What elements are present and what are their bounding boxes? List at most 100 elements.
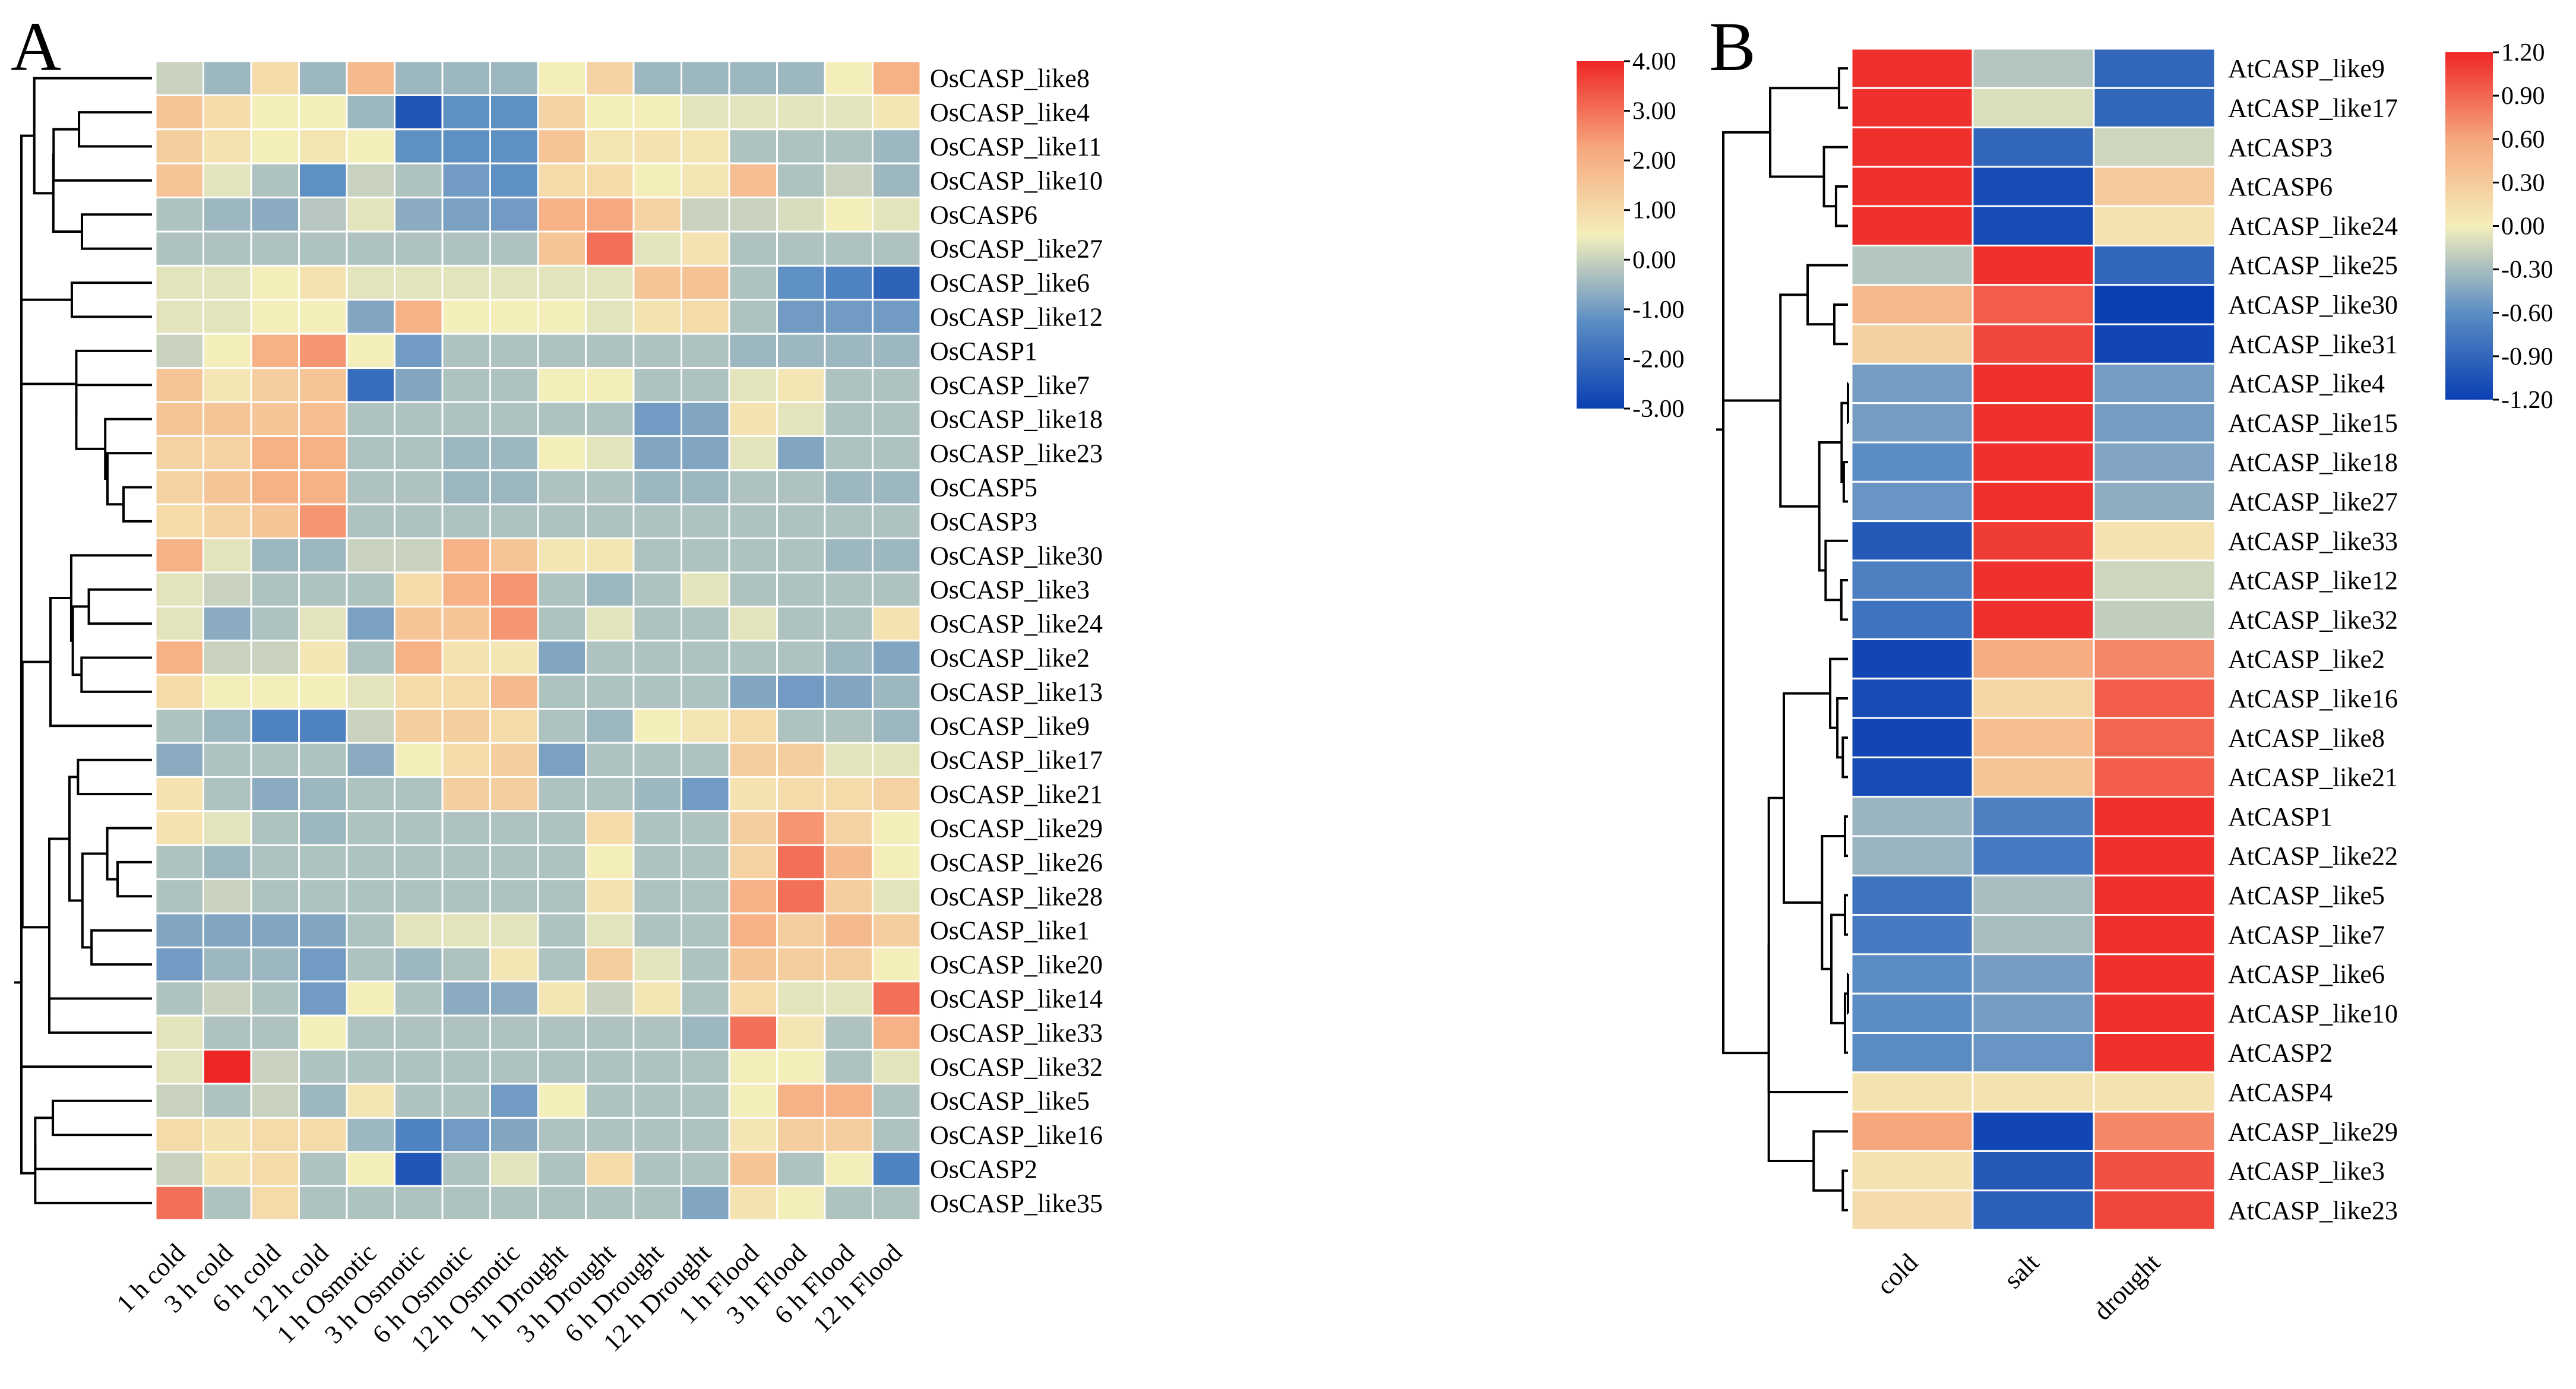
- heatmap-cell: [156, 129, 204, 163]
- heatmap-cell: [873, 641, 921, 675]
- row-label: OsCASP_like5: [930, 1087, 1090, 1116]
- heatmap-cell: [156, 334, 204, 368]
- heatmap-cell: [442, 777, 490, 811]
- heatmap-cell: [1973, 88, 2094, 127]
- heatmap-cell: [490, 811, 539, 845]
- heatmap-cell: [777, 1084, 825, 1118]
- heatmap-cell: [299, 368, 347, 402]
- heatmap-cell: [299, 913, 347, 947]
- dendrogram-branch: [1819, 442, 1842, 570]
- heatmap-cell: [204, 300, 252, 334]
- heatmap-cell: [2094, 757, 2215, 796]
- heatmap-cell: [825, 504, 873, 538]
- heatmap-cell: [347, 470, 395, 504]
- heatmap-cell: [873, 1015, 921, 1049]
- heatmap-cell: [586, 368, 634, 402]
- heatmap-cell: [347, 95, 395, 129]
- heatmap-cell: [682, 675, 730, 708]
- heatmap-cell: [634, 470, 682, 504]
- heatmap-cell: [634, 675, 682, 708]
- heatmap-cell: [634, 504, 682, 538]
- heatmap-cell: [490, 436, 539, 470]
- dendrogram-branch: [23, 662, 50, 928]
- dendrogram-branch: [1784, 694, 1830, 903]
- heatmap-cell: [1852, 1072, 1973, 1112]
- heatmap-cell: [299, 1084, 347, 1118]
- colorbar-tick-label: 0.00: [2501, 213, 2545, 241]
- heatmap-cell: [777, 95, 825, 129]
- heatmap-cell: [347, 879, 395, 913]
- dendrogram-branch: [1808, 265, 1848, 324]
- heatmap-cell: [538, 777, 586, 811]
- heatmap-cell: [156, 1186, 204, 1220]
- heatmap-cell: [1973, 561, 2094, 600]
- row-label: AtCASP_like22: [2228, 841, 2398, 871]
- heatmap-cell: [682, 95, 730, 129]
- heatmap-cell: [873, 504, 921, 538]
- heatmap-cell: [299, 811, 347, 845]
- heatmap-cell: [395, 232, 443, 265]
- heatmap-cell: [442, 95, 490, 129]
- heatmap-cell: [442, 982, 490, 1015]
- heatmap-cell: [729, 95, 777, 129]
- heatmap-cell: [729, 572, 777, 606]
- row-label: OsCASP_like29: [930, 814, 1103, 843]
- heatmap-cell: [873, 61, 921, 95]
- heatmap-cell: [2094, 521, 2215, 561]
- heatmap-cell: [490, 163, 539, 197]
- heatmap-cell: [682, 504, 730, 538]
- heatmap-cell: [586, 504, 634, 538]
- heatmap-cell: [1852, 403, 1973, 442]
- heatmap-cell: [2094, 561, 2215, 600]
- heatmap-cell: [1973, 1033, 2094, 1072]
- heatmap-cell: [538, 334, 586, 368]
- heatmap-cell: [395, 982, 443, 1015]
- heatmap-cell: [1973, 246, 2094, 285]
- colorbar: [1577, 61, 1624, 409]
- heatmap-cell: [825, 402, 873, 436]
- heatmap-cell: [586, 1186, 634, 1220]
- dendrogram-branch: [1834, 305, 1848, 344]
- dendrogram-branch: [1770, 88, 1839, 176]
- heatmap-cell: [1973, 1112, 2094, 1151]
- heatmap-cell: [825, 845, 873, 879]
- heatmap-cell: [299, 1118, 347, 1151]
- heatmap-cell: [682, 402, 730, 436]
- dendrogram-branch: [1825, 541, 1848, 600]
- heatmap-cell: [156, 163, 204, 197]
- heatmap-cell: [442, 232, 490, 265]
- dendrogram-branch: [82, 214, 152, 248]
- heatmap-cell: [156, 811, 204, 845]
- heatmap-cell: [1973, 167, 2094, 206]
- heatmap-cell: [682, 1152, 730, 1186]
- heatmap-cell: [873, 709, 921, 743]
- heatmap-cell: [442, 1084, 490, 1118]
- heatmap-cell: [347, 368, 395, 402]
- row-label: AtCASP_like18: [2228, 448, 2398, 477]
- dendrogram-branch: [1723, 401, 1780, 1053]
- heatmap-cell: [729, 777, 777, 811]
- heatmap-cell: [251, 709, 299, 743]
- heatmap-cell: [729, 265, 777, 299]
- heatmap-cell: [299, 300, 347, 334]
- heatmap-cell: [299, 539, 347, 572]
- dendrogram-branch: [49, 839, 69, 1015]
- colorbar-tick-label: 0.60: [2501, 126, 2545, 153]
- heatmap-cell: [395, 504, 443, 538]
- heatmap-cell: [1852, 521, 1973, 561]
- heatmap-cell: [873, 198, 921, 232]
- dendrogram-branch: [1843, 1171, 1848, 1210]
- heatmap-cell: [538, 1015, 586, 1049]
- heatmap-cell: [395, 879, 443, 913]
- heatmap-cell: [2094, 482, 2215, 521]
- heatmap-cell: [395, 1084, 443, 1118]
- heatmap-cell: [634, 947, 682, 981]
- row-label: OsCASP_like6: [930, 268, 1090, 298]
- heatmap-cell: [204, 606, 252, 640]
- heatmap-cell: [347, 539, 395, 572]
- row-label: OsCASP_like26: [930, 848, 1103, 877]
- heatmap-cell: [873, 129, 921, 163]
- heatmap-cell: [682, 436, 730, 470]
- row-label: OsCASP_like27: [930, 235, 1103, 264]
- heatmap-cell: [873, 1118, 921, 1151]
